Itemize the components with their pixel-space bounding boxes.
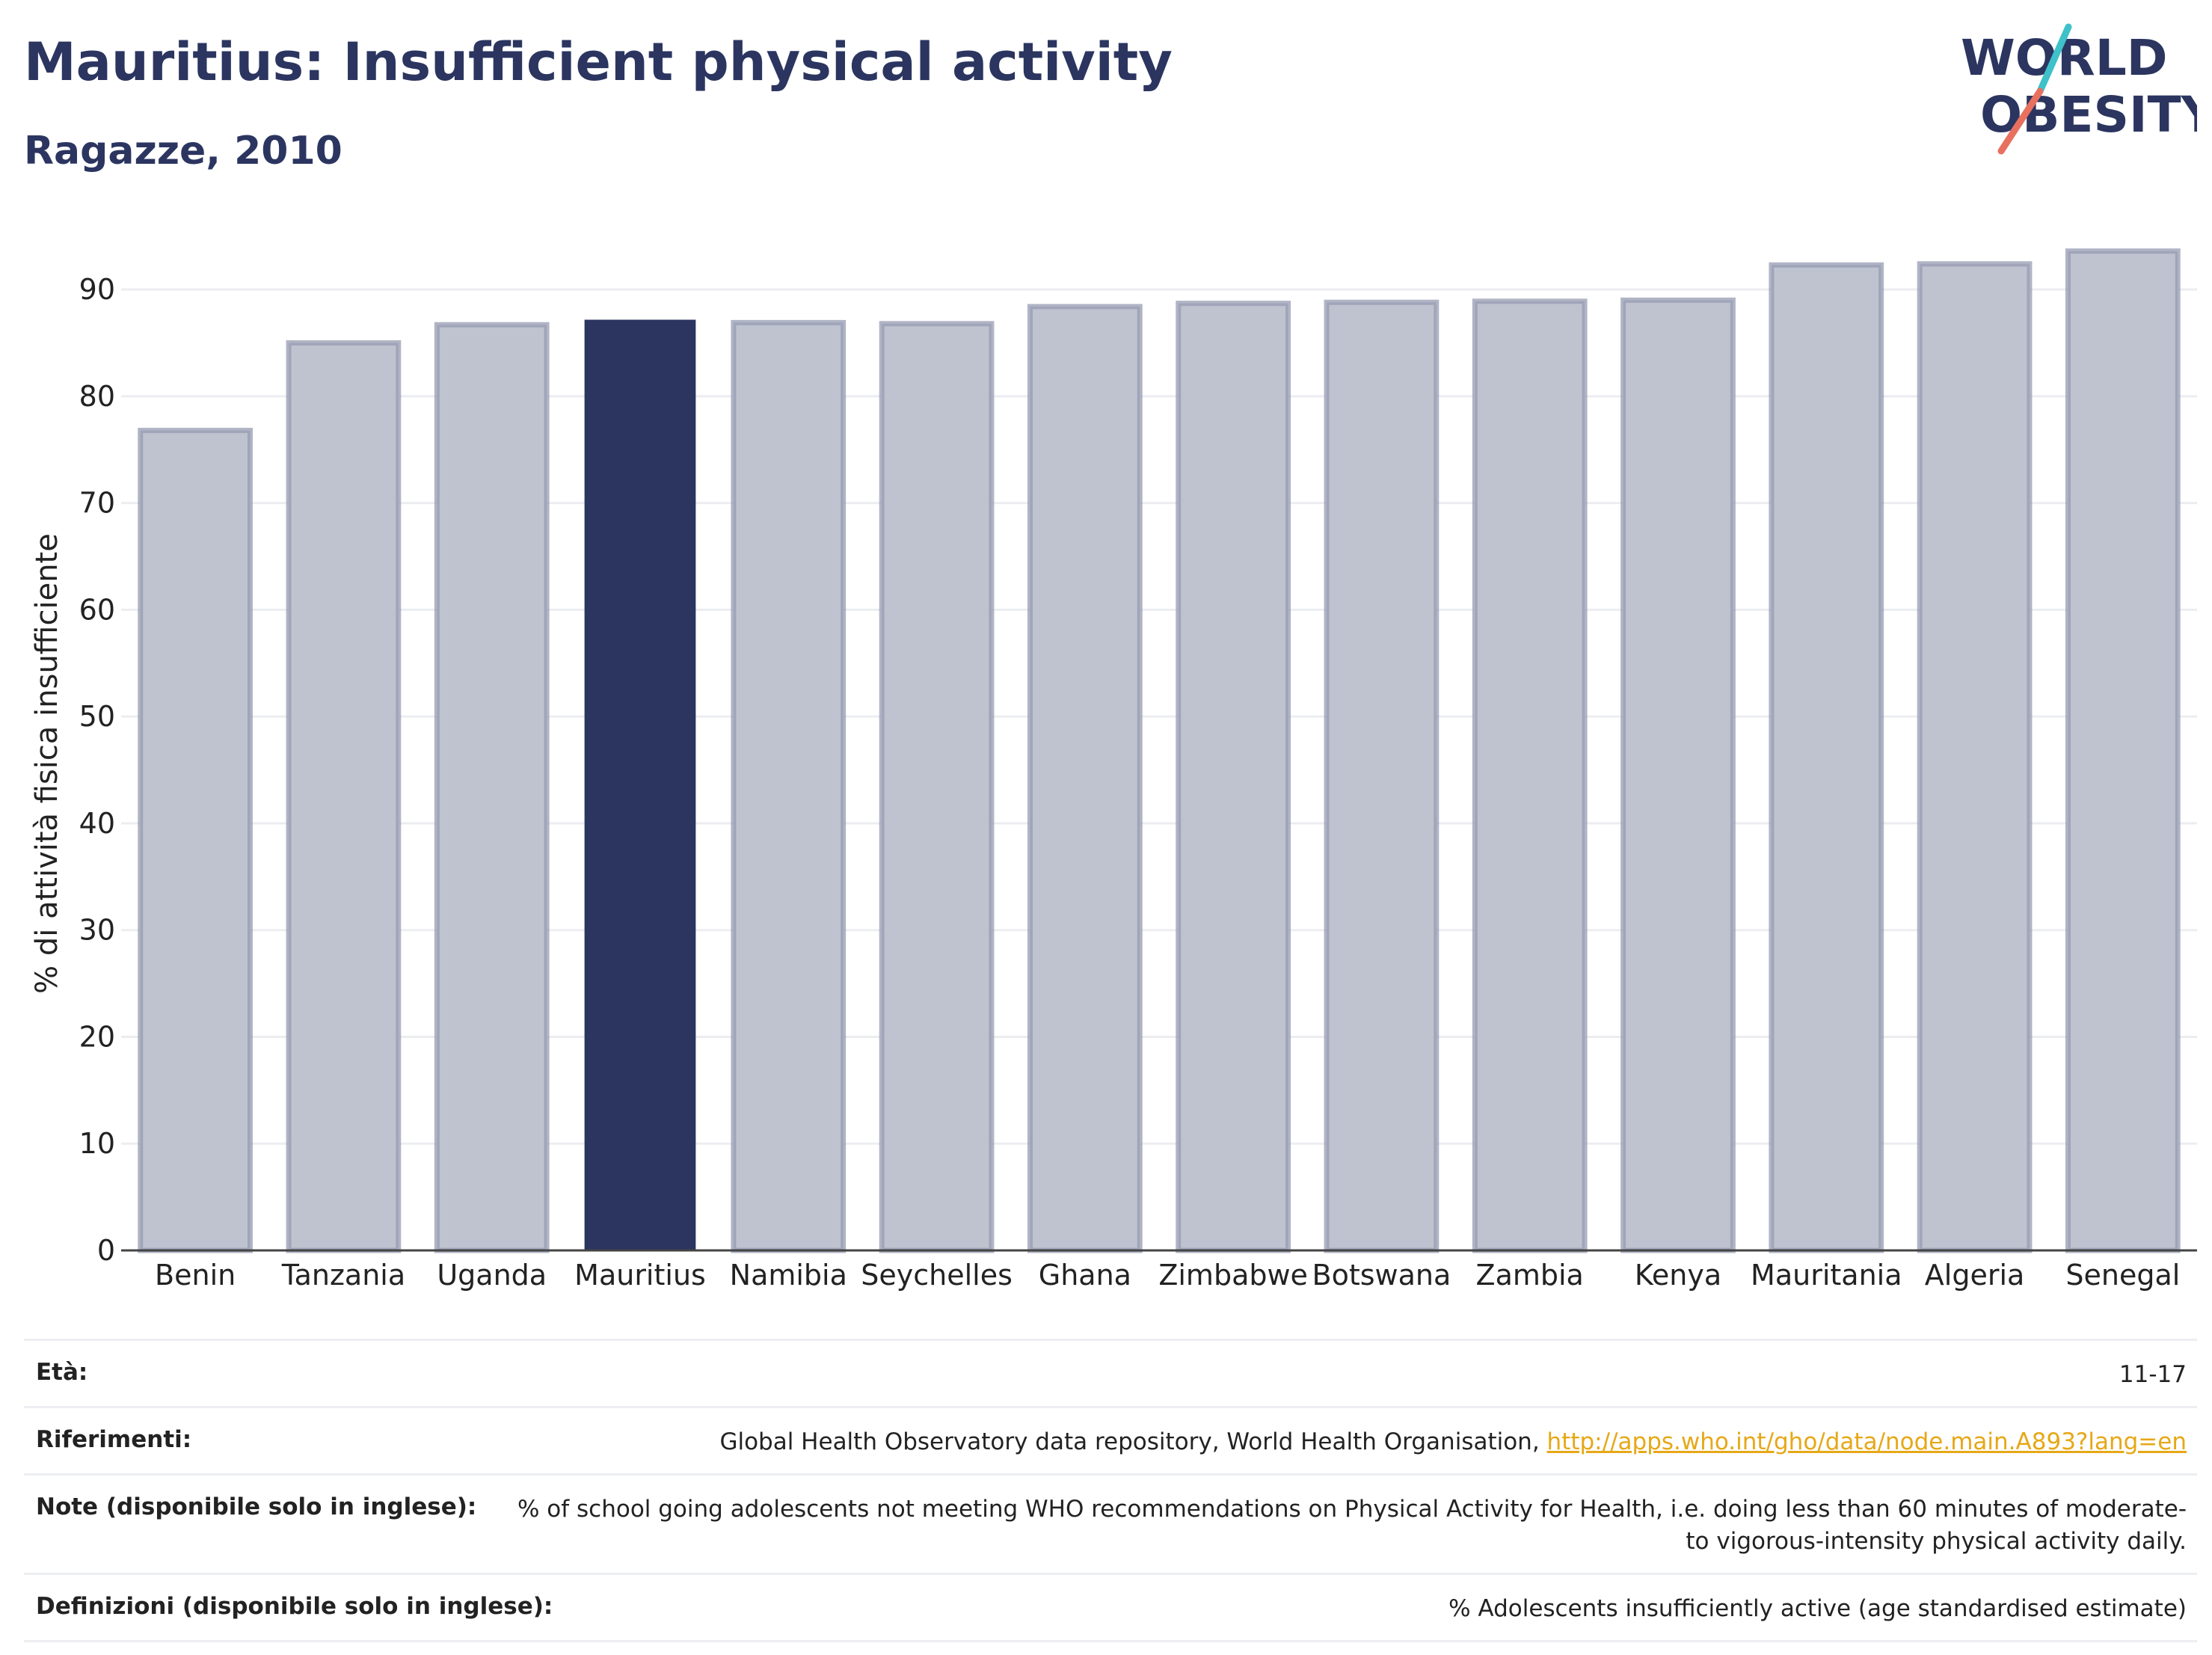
bar-senegal[interactable] bbox=[2065, 248, 2181, 1253]
grid-lines bbox=[121, 288, 2197, 1145]
x-tick-label: Algeria bbox=[1925, 1259, 2025, 1292]
y-tick-label: 20 bbox=[79, 1020, 115, 1053]
references-link[interactable]: http://apps.who.int/gho/data/node.main.A… bbox=[1546, 1428, 2187, 1455]
bar-botswana[interactable] bbox=[1324, 299, 1440, 1253]
x-tick-label: Mauritius bbox=[574, 1259, 706, 1292]
bar-mauritania[interactable] bbox=[1769, 262, 1884, 1253]
bar-zimbabwe[interactable] bbox=[1176, 301, 1291, 1253]
world-obesity-logo: WORLD OBESITY bbox=[1961, 23, 2197, 155]
logo-slash-bottom bbox=[1997, 87, 2044, 155]
y-tick-label: 10 bbox=[79, 1127, 115, 1160]
x-tick-label: Mauritania bbox=[1751, 1259, 1902, 1292]
info-value-references: Global Health Observatory data repositor… bbox=[221, 1426, 2187, 1458]
chart-title: Mauritius: Insufficient physical activit… bbox=[24, 31, 1173, 93]
y-tick-label: 80 bbox=[79, 380, 115, 413]
bar-chart: 0 10 20 30 40 50 60 70 80 90 Benin Tanzania Uganda Ma… bbox=[30, 248, 2197, 1292]
bar-kenya[interactable] bbox=[1620, 297, 1736, 1253]
y-tick-label: 70 bbox=[79, 487, 115, 520]
info-label-definitions: Definizioni (disponibile solo in inglese… bbox=[36, 1593, 553, 1620]
bar-benin[interactable] bbox=[138, 428, 254, 1253]
logo-line2: OBESITY bbox=[1980, 86, 2197, 144]
y-tick-label: 30 bbox=[79, 914, 115, 947]
bar-algeria[interactable] bbox=[1917, 261, 2033, 1253]
x-tick-label: Uganda bbox=[437, 1259, 547, 1292]
y-tick-label: 60 bbox=[79, 593, 115, 626]
info-value-age: 11-17 bbox=[2119, 1361, 2187, 1388]
chart-subtitle: Ragazze, 2010 bbox=[24, 129, 342, 174]
y-tick-label: 40 bbox=[79, 807, 115, 840]
info-label-age: Età: bbox=[36, 1359, 88, 1386]
x-tick-label: Zambia bbox=[1476, 1259, 1584, 1292]
bar-tanzania[interactable] bbox=[286, 340, 402, 1253]
info-value-notes: % of school going adolescents not meetin… bbox=[517, 1496, 2187, 1555]
y-axis-title: % di attività fisica insufficiente bbox=[30, 533, 64, 994]
info-row-definitions: Definizioni (disponibile solo in inglese… bbox=[24, 1573, 2197, 1642]
x-tick-label: Namibia bbox=[730, 1259, 847, 1292]
bar-zambia[interactable] bbox=[1472, 298, 1588, 1253]
info-value-definitions: % Adolescents insufficiently active (age… bbox=[1448, 1595, 2187, 1622]
bars bbox=[138, 248, 2181, 1253]
bar-mauritius[interactable] bbox=[584, 319, 696, 1251]
x-tick-label: Ghana bbox=[1039, 1259, 1131, 1292]
info-row-age: Età: 11-17 bbox=[24, 1339, 2197, 1406]
axes: 0 10 20 30 40 50 60 70 80 90 Benin Tanzania Uganda Ma… bbox=[30, 273, 2197, 1292]
x-tick-label: Tanzania bbox=[281, 1259, 405, 1292]
logo-slash-top bbox=[2036, 23, 2072, 95]
y-tick-label: 50 bbox=[79, 700, 115, 733]
references-text: Global Health Observatory data repositor… bbox=[719, 1428, 1547, 1455]
bar-seychelles[interactable] bbox=[879, 321, 995, 1253]
x-tick-label: Botswana bbox=[1312, 1259, 1451, 1292]
info-label-notes: Note (disponibile solo in inglese): bbox=[36, 1493, 477, 1520]
bar-ghana[interactable] bbox=[1027, 304, 1143, 1253]
bar-namibia[interactable] bbox=[731, 319, 847, 1253]
info-label-references: Riferimenti: bbox=[36, 1426, 192, 1453]
info-row-references: Riferimenti: Global Health Observatory d… bbox=[24, 1406, 2197, 1473]
info-row-notes: Note (disponibile solo in inglese): % of… bbox=[24, 1473, 2197, 1573]
info-table: Età: 11-17 Riferimenti: Global Health Ob… bbox=[24, 1339, 2197, 1642]
x-tick-label: Benin bbox=[155, 1259, 236, 1292]
y-tick-label: 90 bbox=[79, 273, 115, 306]
x-tick-label: Kenya bbox=[1635, 1259, 1721, 1292]
bar-uganda[interactable] bbox=[434, 322, 550, 1253]
x-tick-label: Senegal bbox=[2065, 1259, 2180, 1292]
x-tick-label: Seychelles bbox=[861, 1259, 1013, 1292]
y-tick-label: 0 bbox=[97, 1234, 115, 1267]
x-tick-label: Zimbabwe bbox=[1158, 1259, 1308, 1292]
